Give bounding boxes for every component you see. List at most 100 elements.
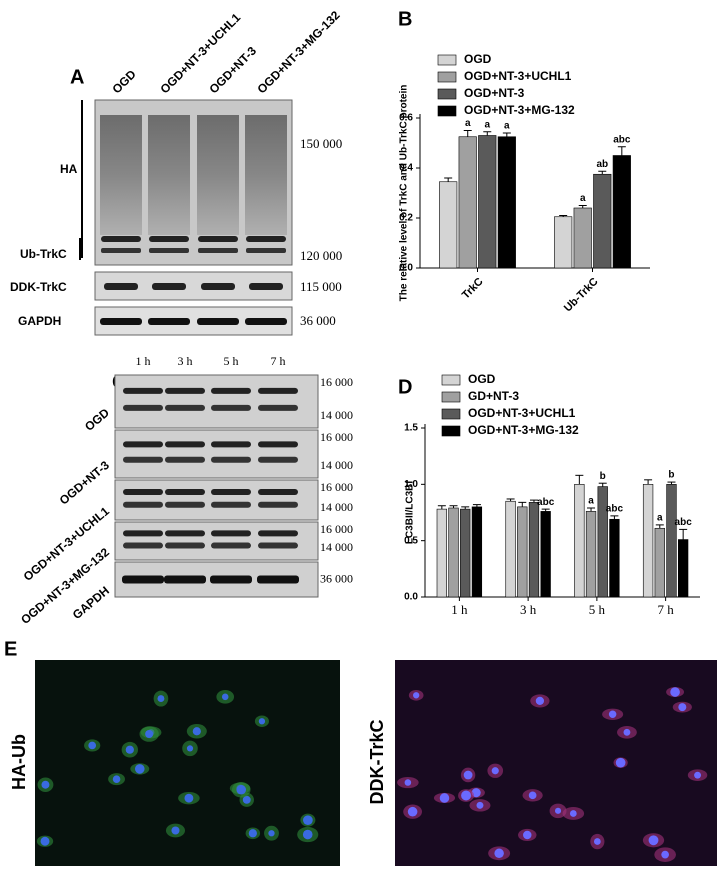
cell-nucleus bbox=[494, 848, 504, 859]
cell-nucleus bbox=[569, 810, 577, 817]
band bbox=[164, 575, 206, 584]
cell-nucleus bbox=[404, 779, 412, 786]
mw-label: 36 000 bbox=[320, 571, 353, 585]
significance-label: abc bbox=[537, 497, 555, 508]
lane-label: OGD+NT-3 bbox=[206, 44, 259, 97]
bar bbox=[573, 207, 592, 269]
cell-nucleus bbox=[171, 826, 180, 835]
y-tick-label: 1.5 bbox=[404, 423, 418, 434]
band bbox=[165, 441, 205, 448]
mw-label: 14 000 bbox=[320, 500, 353, 514]
y-tick-label: 0.0 bbox=[404, 592, 418, 603]
smear bbox=[100, 115, 142, 235]
y-tick-label: 0.4 bbox=[399, 163, 413, 174]
y-axis-label: LC3BII/LC3BI bbox=[405, 481, 416, 545]
band bbox=[165, 501, 205, 508]
legend-label: OGD bbox=[464, 52, 492, 66]
cell-nucleus bbox=[615, 757, 626, 768]
cell-nucleus bbox=[236, 784, 247, 795]
band bbox=[258, 530, 298, 537]
significance-label: a bbox=[657, 513, 663, 524]
band bbox=[211, 456, 251, 463]
significance-label: b bbox=[600, 471, 606, 482]
band bbox=[258, 387, 298, 394]
blot-frame bbox=[114, 429, 319, 479]
bar bbox=[478, 135, 497, 269]
cell-nucleus bbox=[134, 764, 145, 774]
bar bbox=[517, 506, 528, 598]
legend-swatch bbox=[437, 54, 457, 66]
y-axis-label: The relative level of TrkC and Ub-TrkC p… bbox=[399, 85, 410, 302]
cell-nucleus bbox=[221, 693, 229, 701]
legend-label: OGD+NT-3+UCHL1 bbox=[464, 69, 572, 83]
band bbox=[258, 501, 298, 508]
lane-label: OGD+NT-3+UCHL1 bbox=[157, 10, 243, 96]
band bbox=[165, 530, 205, 537]
cell-nucleus bbox=[535, 696, 545, 706]
significance-label: abc bbox=[613, 134, 631, 145]
band bbox=[100, 318, 142, 325]
cell-nucleus bbox=[608, 710, 617, 719]
band bbox=[123, 456, 163, 463]
bar bbox=[585, 511, 597, 598]
cell-nucleus bbox=[112, 775, 121, 783]
mw-label: 16 000 bbox=[320, 375, 353, 389]
cell-nucleus bbox=[192, 727, 201, 736]
y-tick-label: 0.5 bbox=[404, 535, 418, 546]
x-tick-label: 7 h bbox=[658, 602, 675, 617]
cell-nucleus bbox=[268, 830, 275, 837]
bar bbox=[593, 173, 612, 269]
row-label: GAPDH bbox=[18, 314, 61, 328]
legend-label: OGD+NT-3+UCHL1 bbox=[468, 406, 576, 420]
band bbox=[165, 404, 205, 411]
time-label: 7 h bbox=[271, 354, 286, 368]
band bbox=[123, 542, 163, 549]
legend-label: OGD bbox=[468, 372, 496, 386]
cell-nucleus bbox=[491, 767, 499, 775]
mw-label: 14 000 bbox=[320, 408, 353, 422]
cell-nucleus bbox=[476, 801, 484, 809]
significance-label: a bbox=[465, 118, 471, 129]
panel-label: D bbox=[398, 376, 412, 398]
band bbox=[211, 501, 251, 508]
significance-label: a bbox=[580, 193, 586, 204]
band bbox=[246, 248, 286, 253]
legend-swatch bbox=[441, 425, 461, 437]
cell-nucleus bbox=[528, 791, 537, 800]
cell-nucleus bbox=[41, 780, 50, 789]
smear bbox=[245, 115, 287, 235]
band bbox=[165, 489, 205, 495]
cell-nucleus bbox=[623, 728, 631, 736]
cell-nucleus bbox=[303, 815, 313, 826]
cell-nucleus bbox=[661, 850, 669, 859]
bar bbox=[458, 136, 477, 269]
legend-swatch bbox=[441, 391, 461, 403]
band bbox=[198, 248, 238, 253]
bar bbox=[654, 527, 665, 598]
band bbox=[201, 283, 235, 290]
x-tick-label: 3 h bbox=[520, 602, 537, 617]
cell-nucleus bbox=[694, 771, 702, 779]
significance-label: b bbox=[668, 470, 674, 481]
image-label: HA-Ub bbox=[9, 734, 29, 790]
band bbox=[211, 404, 251, 411]
cell-nucleus bbox=[258, 718, 266, 725]
band bbox=[210, 575, 252, 584]
mw-label: 16 000 bbox=[320, 480, 353, 494]
row-label: OGD+NT-3+UCHL1 bbox=[21, 504, 112, 584]
band bbox=[258, 542, 298, 549]
band bbox=[149, 236, 189, 242]
cell-nucleus bbox=[648, 835, 659, 846]
band bbox=[149, 248, 189, 253]
row-label: Ub-TrkC bbox=[20, 247, 67, 261]
bar bbox=[678, 539, 689, 598]
cell-nucleus bbox=[439, 793, 450, 803]
bar bbox=[609, 518, 620, 598]
panel-label: E bbox=[4, 638, 17, 660]
y-tick-label: 0.2 bbox=[399, 213, 413, 224]
band bbox=[258, 441, 298, 448]
cell-nucleus bbox=[125, 745, 134, 754]
row-label: DDK-TrkC bbox=[10, 280, 67, 294]
cell-nucleus bbox=[407, 806, 418, 817]
